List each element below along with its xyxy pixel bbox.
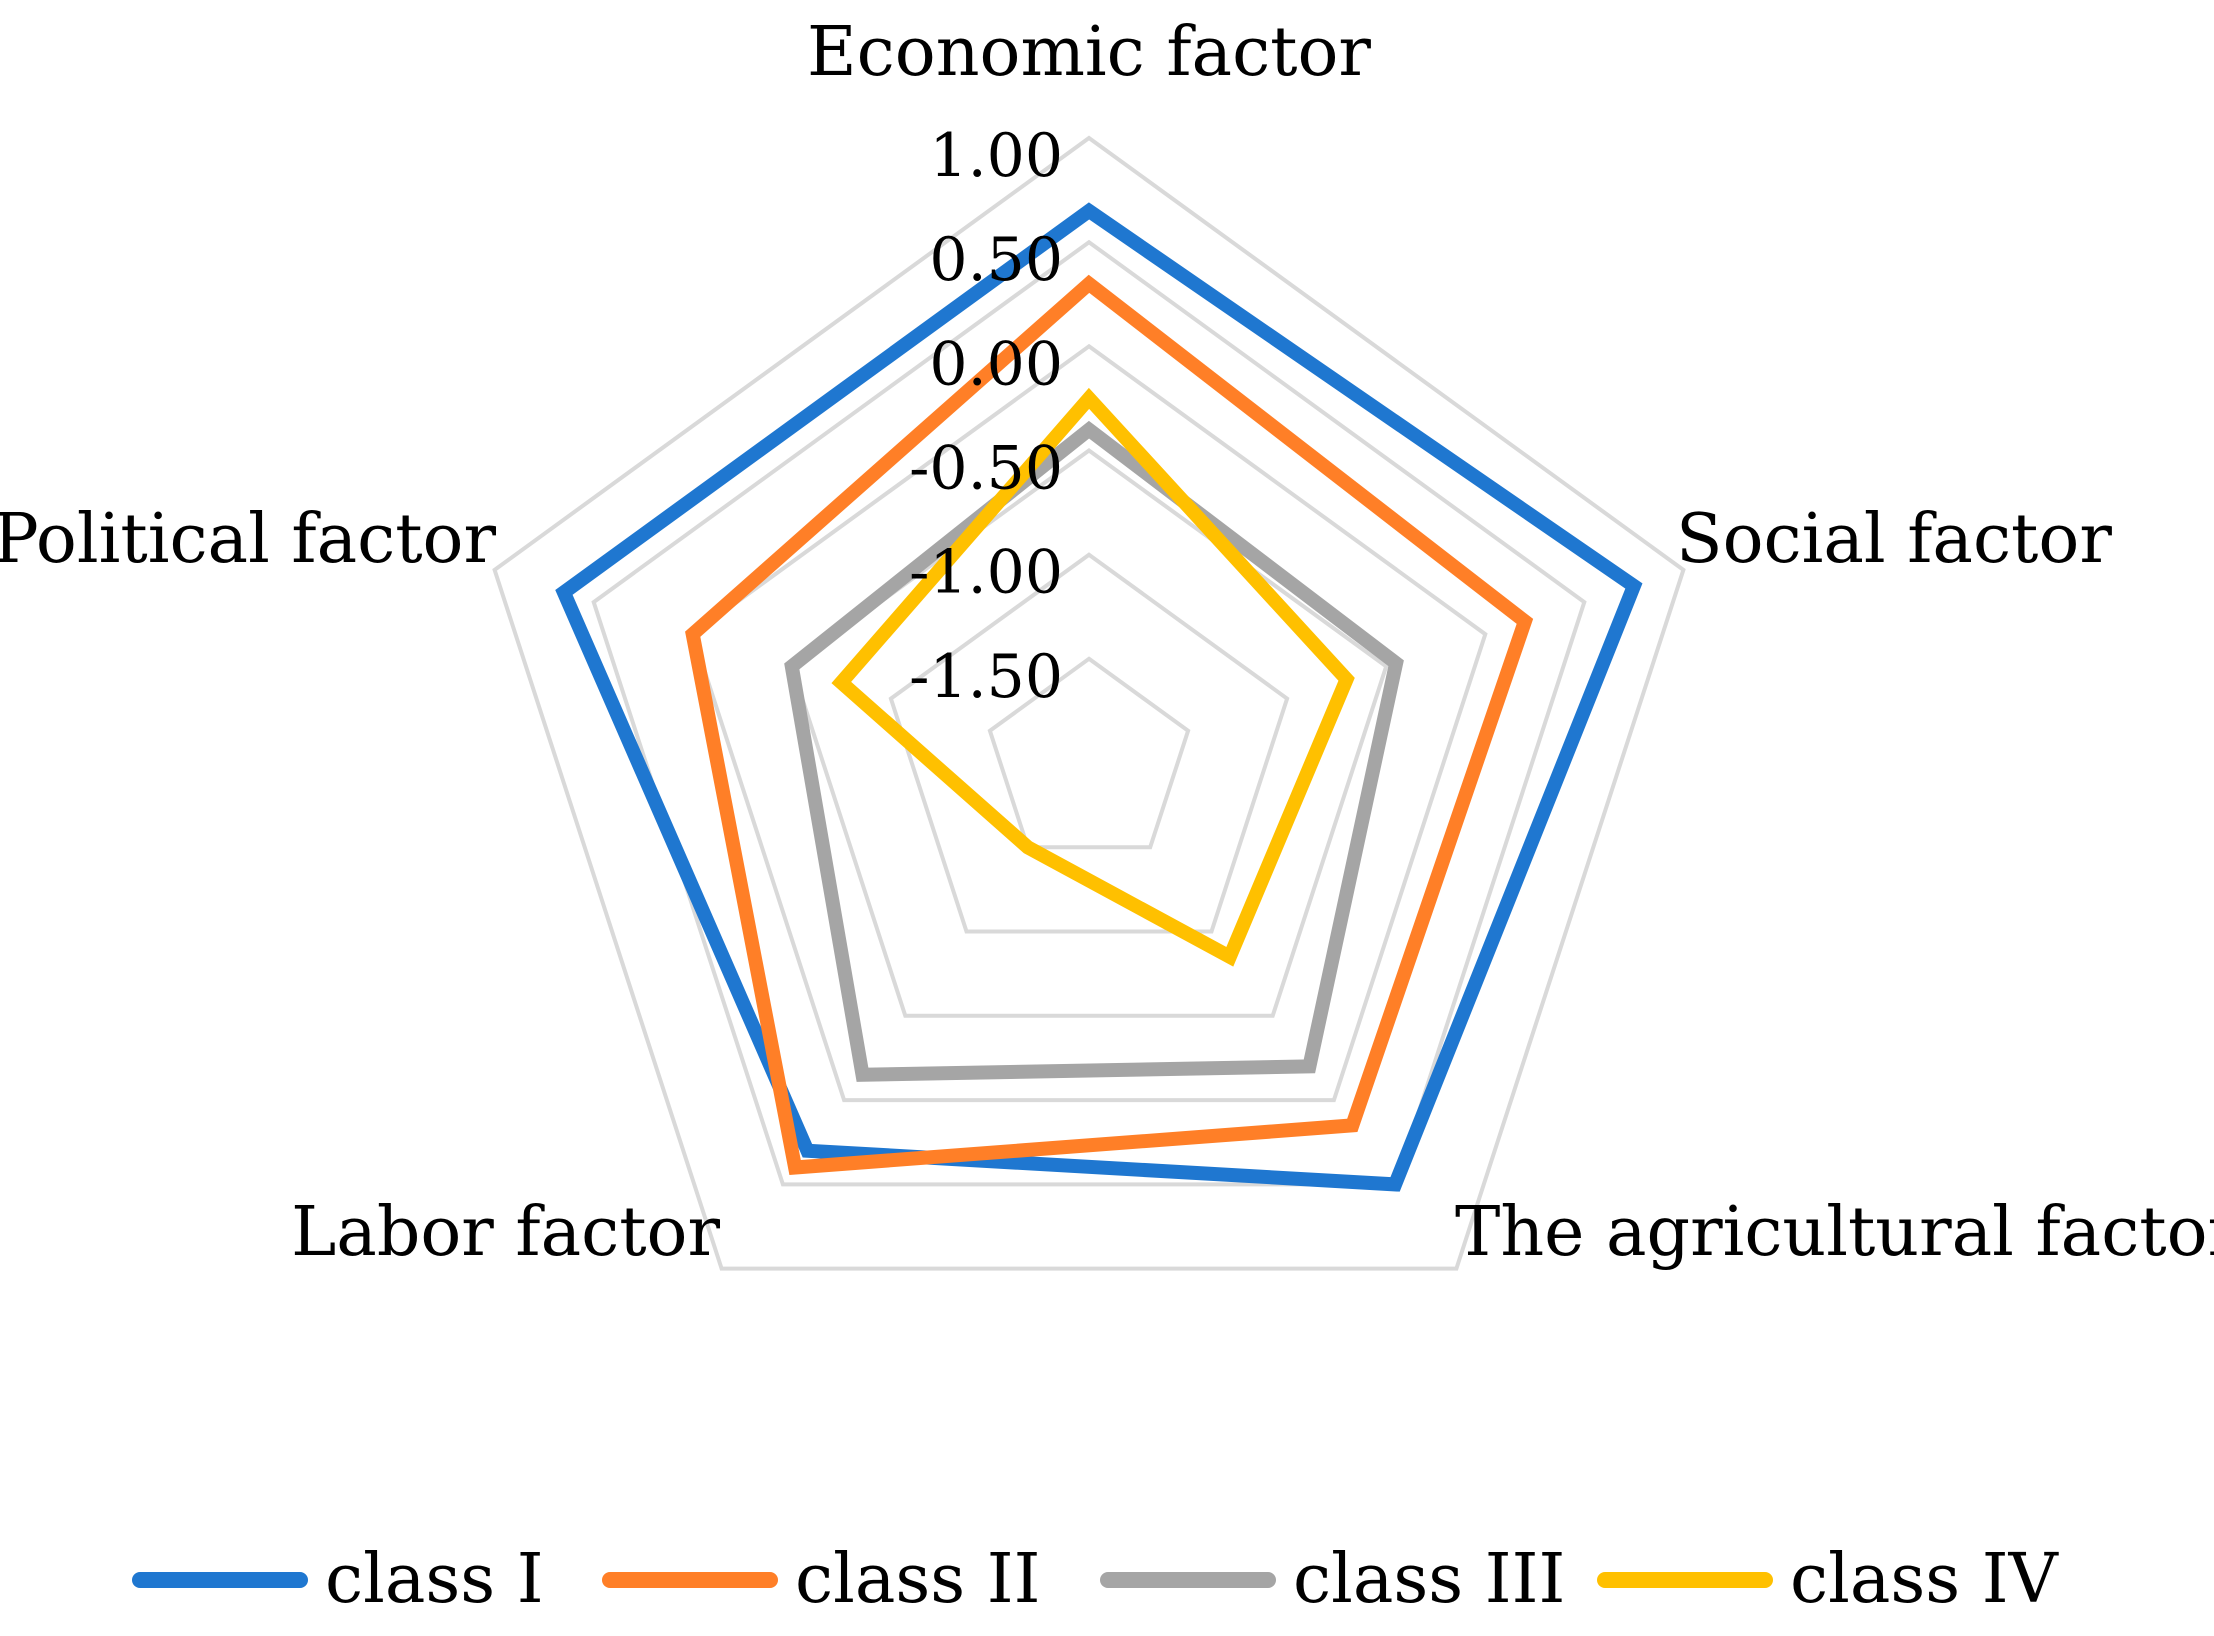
legend: class I class II class III class IV [132,1540,2060,1619]
axis-label-labor-factor: Labor factor [291,1193,720,1272]
gridline-ring-0 [492,135,1686,1271]
radial-tick-label-5: -1.50 [909,642,1063,712]
radial-tick-label-0: 1.00 [929,121,1063,191]
radial-tick-label-2: 0.00 [929,329,1063,399]
axis-label-the-agricultural-factor: The agricultural factor [1455,1193,2214,1272]
legend-label-class-ii: class II [795,1540,1041,1619]
radial-tick-label-3: -0.50 [909,434,1063,504]
legend-label-class-iv: class IV [1790,1540,2060,1619]
legend-label-class-iii: class III [1293,1540,1565,1619]
series-line-class-iv [831,387,1355,967]
grid-layer [492,135,1686,1271]
gridline-ring-1 [591,239,1587,1187]
axis-label-economic-factor: Economic factor [807,13,1371,92]
legend-label-class-i: class I [325,1540,544,1619]
series-line-class-iii [784,420,1404,1082]
axis-labels: Economic factor Social factor The agricult… [0,13,2214,1272]
series-line-class-ii [685,274,1534,1175]
gridline-ring-5 [987,656,1191,850]
radial-tick-label-4: -1.00 [909,538,1063,608]
axis-label-social-factor: Social factor [1676,500,2112,579]
axis-label-political-factor: Political factor [0,500,496,579]
series-line-class-i [555,202,1643,1192]
radial-tick-label-1: 0.50 [929,225,1063,295]
gridline-ring-2 [690,343,1488,1103]
radial-tick-labels: 1.00 0.50 0.00 -0.50 -1.00 -1.50 [909,121,1063,712]
gridline-ring-4 [888,552,1290,934]
series-layer [555,202,1643,1192]
